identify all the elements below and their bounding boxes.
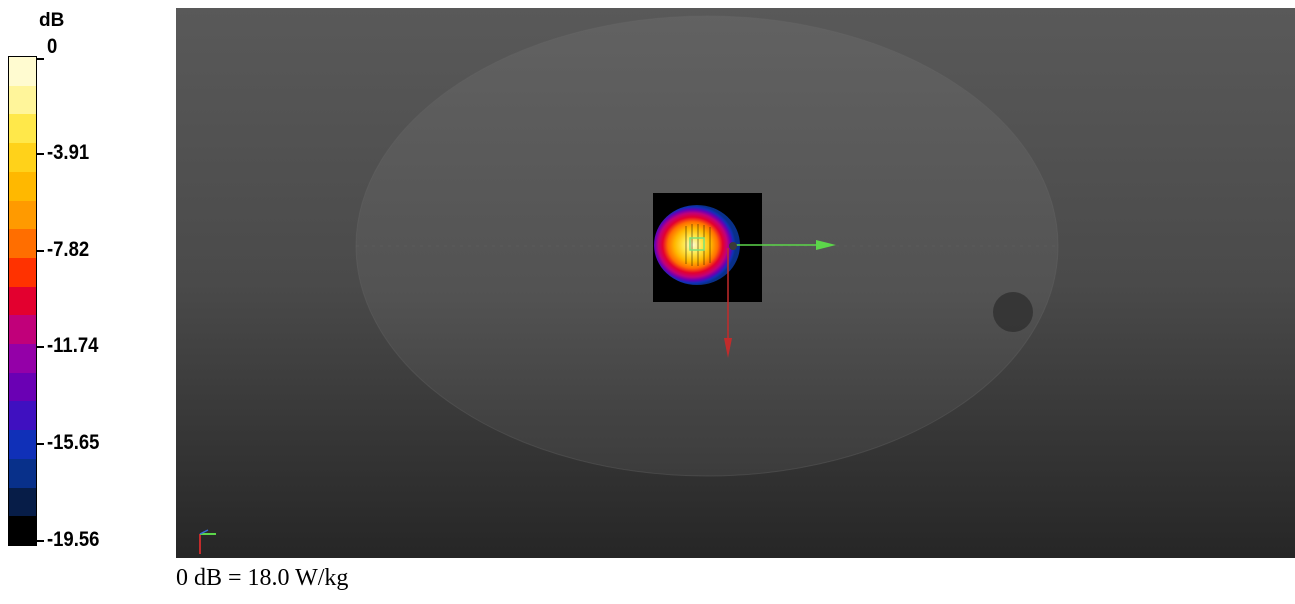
- legend-swatch: [9, 257, 36, 288]
- legend-swatch: [9, 114, 36, 144]
- legend-tick-label: -15.65: [47, 431, 100, 455]
- legend-tick-label: 0: [47, 35, 58, 58]
- legend-swatch: [9, 286, 36, 316]
- legend-swatch: [9, 458, 36, 489]
- legend-swatch: [9, 487, 36, 517]
- legend-swatch: [9, 85, 36, 115]
- legend-tick: [37, 443, 44, 446]
- probe-marker: [689, 237, 705, 251]
- sar-hotspot: [654, 205, 740, 285]
- legend-swatch: [9, 344, 36, 374]
- reference-caption: 0 dB = 18.0 W/kg: [176, 565, 349, 591]
- legend-tick: [37, 249, 44, 252]
- legend-tick-label: -11.74: [47, 334, 99, 358]
- legend-tick: [37, 540, 44, 542]
- legend-swatch: [9, 516, 36, 546]
- legend-swatch: [9, 315, 36, 345]
- legend-tick-label: -3.91: [47, 140, 90, 164]
- scene-canvas: [199, 15, 1059, 554]
- legend-swatch: [9, 200, 36, 230]
- legend-tick: [37, 346, 44, 349]
- legend-swatch: [9, 171, 36, 202]
- y-axis-arrow: [724, 248, 732, 358]
- legend-tick-label: -19.56: [47, 528, 100, 551]
- legend-swatch: [9, 372, 36, 402]
- color-scale-legend: dB 0 -3.91 -7.82 -11.74 -15.65 -19.56: [0, 0, 170, 560]
- legend-tick: [37, 152, 44, 155]
- legend-color-bar: [8, 56, 37, 546]
- 3d-viewport[interactable]: [176, 8, 1295, 558]
- legend-swatch: [9, 401, 36, 431]
- legend-swatch: [9, 57, 36, 87]
- legend-swatch: [9, 229, 36, 259]
- legend-tick: [37, 58, 44, 60]
- legend-unit-label: dB: [39, 10, 65, 31]
- legend-swatch: [9, 430, 36, 460]
- legend-swatch: [9, 143, 36, 173]
- reference-marker: [993, 292, 1033, 332]
- x-axis-arrow: [736, 240, 836, 250]
- orientation-triad-icon: [199, 529, 216, 554]
- legend-tick-label: -7.82: [47, 237, 90, 261]
